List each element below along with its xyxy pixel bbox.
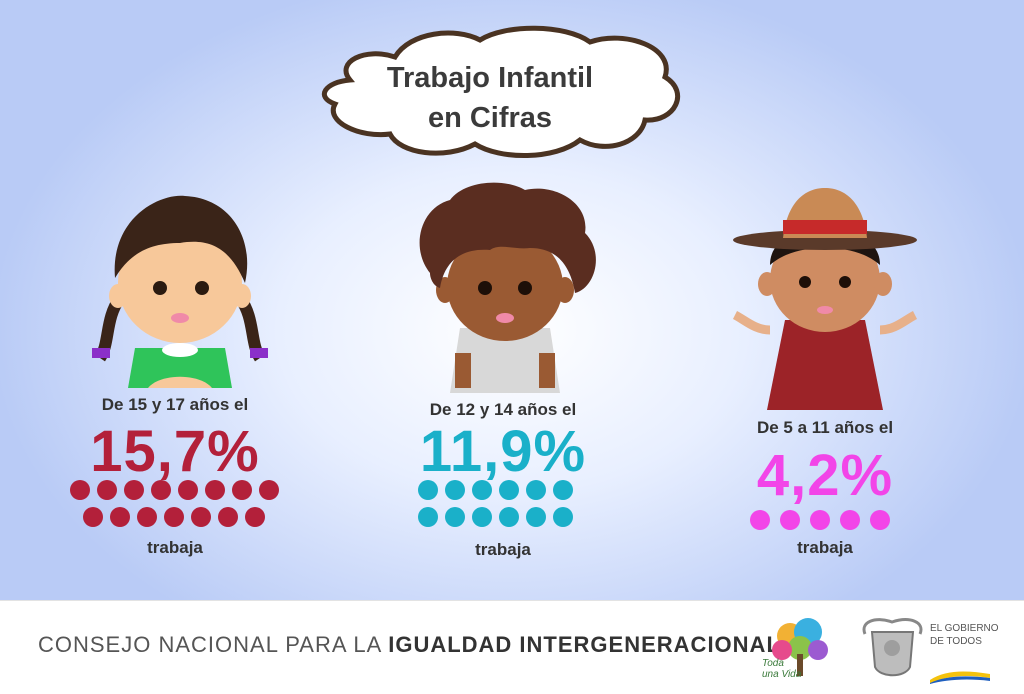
dots-15-17 [70, 480, 279, 527]
stat-dot [205, 480, 225, 500]
stat-label-12-14: De 12 y 14 años el [429, 400, 577, 419]
stat-dot [191, 507, 211, 527]
gov-text: EL GOBIERNO DE TODOS [930, 623, 999, 647]
stat-dot [164, 507, 184, 527]
coat-of-arms-icon [862, 618, 923, 677]
stat-dot [526, 507, 546, 527]
stat-dot [499, 480, 519, 500]
org-prefix: CONSEJO NACIONAL PARA LA [38, 632, 389, 657]
stat-dot [780, 510, 800, 530]
stat-dot [870, 510, 890, 530]
stat-dot [526, 480, 546, 500]
stat-dot [124, 480, 144, 500]
stat-dot [472, 507, 492, 527]
stat-dot [137, 507, 157, 527]
org-bold: IGUALDAD INTERGENERACIONAL [388, 632, 781, 657]
stat-dot [553, 480, 573, 500]
stat-dot [245, 507, 265, 527]
stat-dot [445, 507, 465, 527]
stat-dot [472, 480, 492, 500]
boy-hat-illustration [732, 188, 918, 410]
org-name: CONSEJO NACIONAL PARA LA IGUALDAD INTERG… [38, 632, 781, 658]
flag-ribbon-icon [930, 671, 990, 684]
boy-curly-illustration [419, 182, 596, 393]
stat-suffix-12-14: trabaja [475, 540, 531, 559]
toda-una-vida-logo [772, 618, 828, 676]
dots-12-14 [418, 480, 573, 527]
dots-5-11 [750, 510, 890, 530]
stat-dot [418, 480, 438, 500]
title-line-1: Trabajo Infantil [386, 62, 594, 94]
footer [0, 600, 1024, 694]
stat-suffix-5-11: trabaja [797, 538, 853, 557]
stat-percent-12-14: 11,9% [419, 419, 587, 484]
stat-dot [499, 507, 519, 527]
page-title: Trabajo Infantil en Cifras [340, 58, 640, 138]
stat-dot [178, 480, 198, 500]
stat-dot [418, 507, 438, 527]
stat-dot [232, 480, 252, 500]
stat-dot [445, 480, 465, 500]
stat-suffix-15-17: trabaja [147, 538, 203, 557]
stat-dot [70, 480, 90, 500]
stat-dot [259, 480, 279, 500]
stat-dot [110, 507, 130, 527]
stat-dot [218, 507, 238, 527]
girl-illustration [92, 195, 268, 388]
title-cloud [321, 25, 680, 159]
title-line-2: en Cifras [427, 102, 553, 134]
stat-dot [553, 507, 573, 527]
stat-label-15-17: De 15 y 17 años el [101, 395, 249, 414]
stat-percent-15-17: 15,7% [90, 419, 260, 484]
stat-dot [151, 480, 171, 500]
stat-dot [810, 510, 830, 530]
stat-dot [97, 480, 117, 500]
stat-label-5-11: De 5 a 11 años el [756, 418, 894, 437]
stat-dot [840, 510, 860, 530]
stat-dot [750, 510, 770, 530]
stat-dot [83, 507, 103, 527]
stat-percent-5-11: 4,2% [756, 443, 894, 508]
logo-text: Toda una Vida [762, 658, 802, 680]
